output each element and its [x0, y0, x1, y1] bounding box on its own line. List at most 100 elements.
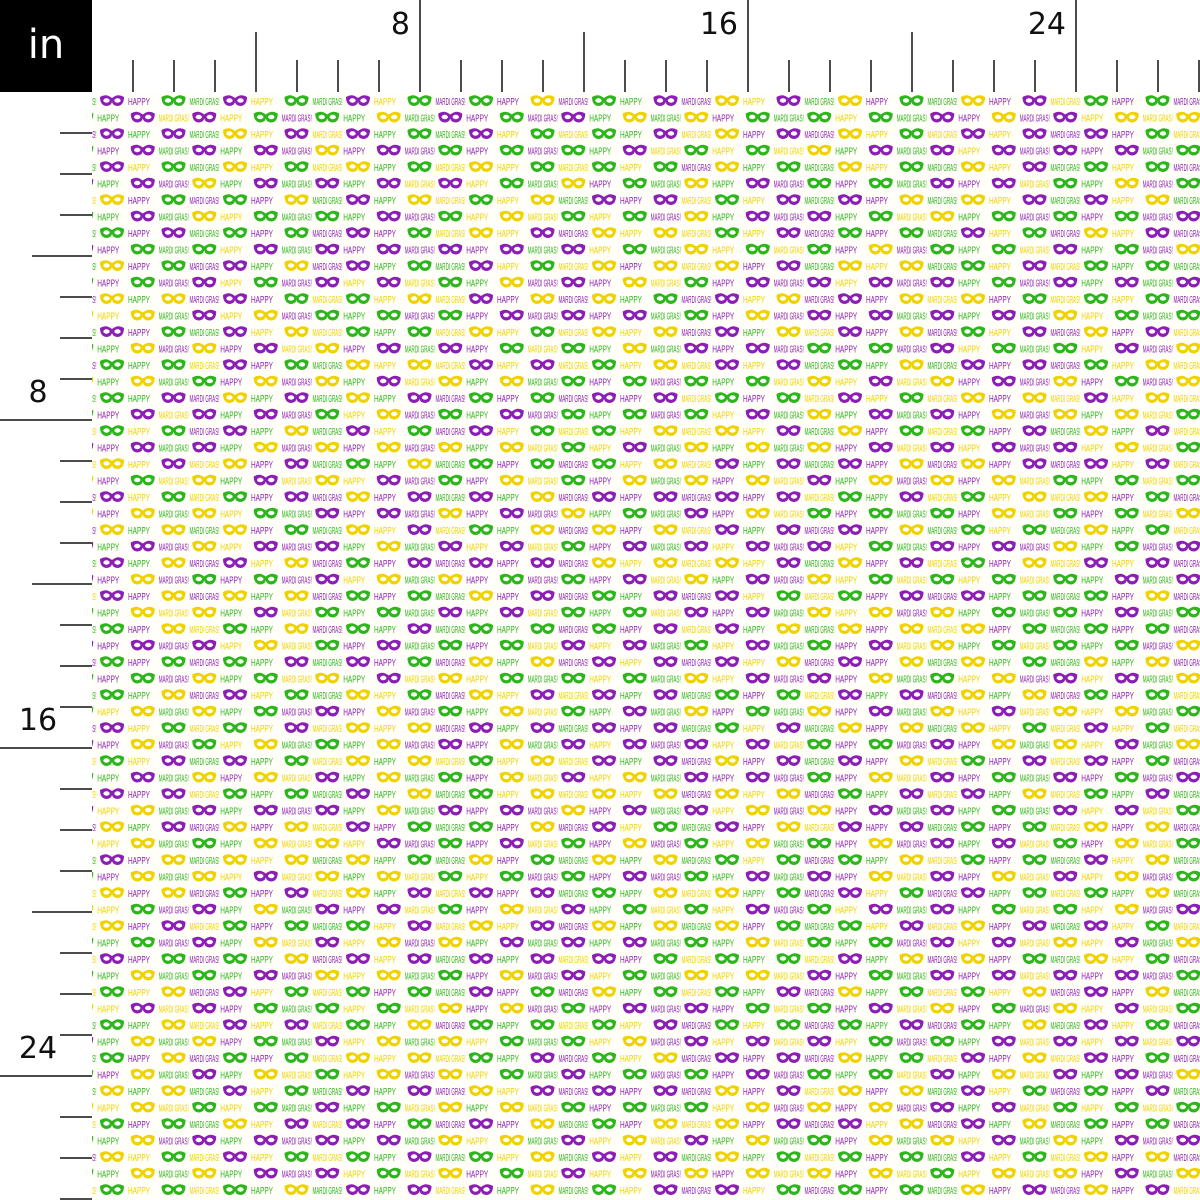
pattern-word: MARDI GRAS! — [282, 642, 312, 653]
pattern-word: HAPPY — [1081, 1137, 1103, 1148]
pattern-word: MARDI GRAS! — [928, 361, 958, 372]
pattern-word: MARDI GRAS! — [651, 675, 681, 686]
pattern-word: MARDI GRAS! — [313, 823, 343, 834]
pattern-word: MARDI GRAS! — [405, 609, 435, 620]
pattern-word: HAPPY — [866, 361, 888, 372]
pattern-word: HAPPY — [374, 328, 396, 339]
pattern-word: HAPPY — [497, 922, 519, 933]
pattern-word: HAPPY — [620, 229, 642, 240]
pattern-word: HAPPY — [1081, 246, 1103, 257]
pattern-word: HAPPY — [128, 427, 150, 438]
pattern-word: MARDI GRAS! — [282, 873, 312, 884]
pattern-word: MARDI GRAS! — [436, 1054, 466, 1065]
pattern-word: HAPPY — [220, 774, 242, 785]
pattern-word: HAPPY — [589, 774, 611, 785]
pattern-word: MARDI GRAS! — [1174, 1087, 1200, 1098]
pattern-word: MARDI GRAS! — [313, 493, 343, 504]
mask-motif — [92, 1101, 94, 1113]
pattern-word: MARDI GRAS! — [897, 246, 927, 257]
pattern-word: MARDI GRAS! — [1174, 427, 1200, 438]
pattern-word: HAPPY — [589, 1005, 611, 1016]
pattern-word: MARDI GRAS! — [67, 526, 97, 537]
pattern-word: MARDI GRAS! — [559, 1153, 589, 1164]
pattern-word: HAPPY — [866, 493, 888, 504]
pattern-word: MARDI GRAS! — [1174, 922, 1200, 933]
pattern-word: HAPPY — [958, 180, 980, 191]
pattern-word: MARDI GRAS! — [1020, 312, 1050, 323]
pattern-word: HAPPY — [343, 444, 365, 455]
pattern-word: HAPPY — [97, 939, 119, 950]
pattern-word: HAPPY — [1112, 1120, 1134, 1131]
pattern-word: HAPPY — [866, 1021, 888, 1032]
pattern-word: MARDI GRAS! — [1143, 576, 1173, 587]
pattern-word: HAPPY — [989, 460, 1011, 471]
pattern-word: HAPPY — [128, 295, 150, 306]
pattern-word: MARDI GRAS! — [313, 1186, 343, 1197]
pattern-word: MARDI GRAS! — [1143, 1005, 1173, 1016]
pattern-word: HAPPY — [958, 345, 980, 356]
pattern-word: HAPPY — [374, 130, 396, 141]
pattern-word: MARDI GRAS! — [928, 922, 958, 933]
pattern-word: MARDI GRAS! — [528, 1170, 558, 1181]
pattern-word: MARDI GRAS! — [436, 790, 466, 801]
pattern-word: MARDI GRAS! — [67, 790, 97, 801]
pattern-word: MARDI GRAS! — [682, 328, 712, 339]
pattern-word: MARDI GRAS! — [928, 592, 958, 603]
pattern-word: MARDI GRAS! — [159, 114, 189, 125]
pattern-word: MARDI GRAS! — [1143, 312, 1173, 323]
pattern-word: HAPPY — [1112, 625, 1134, 636]
pattern-word: HAPPY — [251, 724, 273, 735]
pattern-word: MARDI GRAS! — [559, 955, 589, 966]
pattern-word: MARDI GRAS! — [405, 708, 435, 719]
pattern-word: HAPPY — [620, 889, 642, 900]
pattern-word: MARDI GRAS! — [405, 246, 435, 257]
mask-motif — [92, 969, 94, 981]
pattern-word: HAPPY — [866, 1054, 888, 1065]
mask-motif — [92, 1134, 94, 1146]
pattern-word: MARDI GRAS! — [1020, 1137, 1050, 1148]
pattern-word: HAPPY — [958, 708, 980, 719]
mask-motif — [39, 293, 63, 304]
pattern-word: MARDI GRAS! — [1020, 180, 1050, 191]
pattern-word: HAPPY — [620, 460, 642, 471]
mask-motif — [92, 771, 94, 783]
pattern-word: MARDI GRAS! — [682, 856, 712, 867]
pattern-word: MARDI GRAS! — [190, 1186, 220, 1197]
pattern-word: MARDI GRAS! — [282, 675, 312, 686]
pattern-word: HAPPY — [251, 856, 273, 867]
pattern-word: HAPPY — [220, 708, 242, 719]
pattern-word: HAPPY — [743, 394, 765, 405]
pattern-word: MARDI GRAS! — [1143, 279, 1173, 290]
pattern-word: MARDI GRAS! — [651, 1137, 681, 1148]
pattern-word: HAPPY — [620, 1153, 642, 1164]
pattern-word: MARDI GRAS! — [682, 196, 712, 207]
pattern-word: HAPPY — [251, 427, 273, 438]
pattern-word: MARDI GRAS! — [190, 460, 220, 471]
pattern-word: MARDI GRAS! — [1020, 807, 1050, 818]
pattern-word: MARDI GRAS! — [313, 163, 343, 174]
pattern-word: MARDI GRAS! — [774, 246, 804, 257]
pattern-word: MARDI GRAS! — [651, 147, 681, 158]
pattern-word: MARDI GRAS! — [67, 163, 97, 174]
mask-motif — [39, 425, 63, 436]
pattern-word: MARDI GRAS! — [897, 1104, 927, 1115]
pattern-word: MARDI GRAS! — [313, 1021, 343, 1032]
pattern-word: MARDI GRAS! — [559, 493, 589, 504]
mask-motif — [39, 1085, 63, 1096]
pattern-word: MARDI GRAS! — [190, 493, 220, 504]
pattern-word: HAPPY — [620, 1021, 642, 1032]
pattern-word: HAPPY — [97, 642, 119, 653]
mask-motif — [92, 672, 94, 684]
pattern-word: MARDI GRAS! — [559, 559, 589, 570]
pattern-word: HAPPY — [97, 1005, 119, 1016]
pattern-word: MARDI GRAS! — [282, 1170, 312, 1181]
pattern-word: MARDI GRAS! — [1051, 229, 1081, 240]
pattern-word: MARDI GRAS! — [682, 559, 712, 570]
pattern-word: MARDI GRAS! — [805, 163, 835, 174]
pattern-word: MARDI GRAS! — [528, 279, 558, 290]
pattern-word: MARDI GRAS! — [190, 955, 220, 966]
pattern-word: MARDI GRAS! — [897, 1005, 927, 1016]
pattern-word: HAPPY — [1081, 741, 1103, 752]
pattern-word: MARDI GRAS! — [928, 790, 958, 801]
mask-motif — [39, 161, 63, 172]
